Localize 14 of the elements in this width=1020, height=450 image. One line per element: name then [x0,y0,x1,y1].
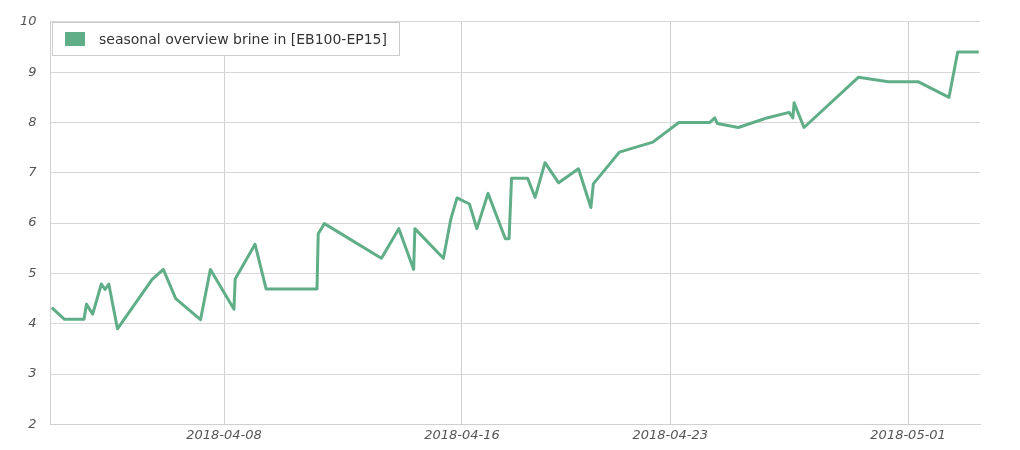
y-tick-label: 2 [28,415,37,431]
y-tick-label: 6 [28,214,37,230]
x-tick-label: 2018-05-01 [870,426,946,442]
y-tick-label: 10 [20,13,37,29]
legend-label: seasonal overview brine in [EB100-EP15] [99,31,387,47]
y-tick-label: 3 [28,365,37,381]
y-tick-label: 8 [28,113,37,129]
y-tick-label: 9 [28,63,37,79]
y-tick-label: 4 [28,315,37,331]
x-tick-label: 2018-04-16 [424,426,500,442]
x-tick-label: 2018-04-23 [632,426,708,442]
y-tick-label: 7 [28,164,38,180]
x-tick-label: 2018-04-08 [186,426,262,442]
y-tick-label: 5 [28,264,37,280]
